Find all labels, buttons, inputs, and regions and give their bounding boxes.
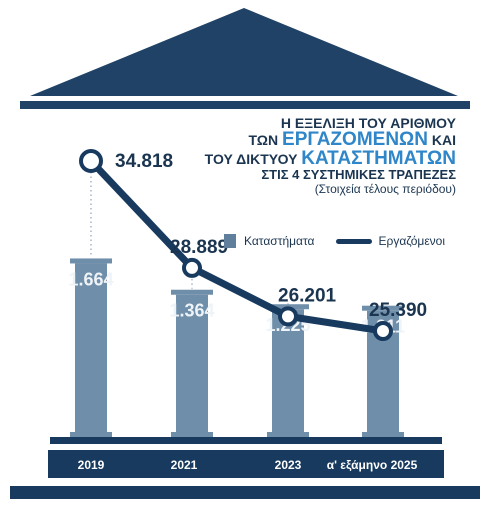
employees-value-label: 28.889 xyxy=(170,237,228,258)
column-capital xyxy=(362,305,404,311)
legend-line-swatch xyxy=(336,238,373,244)
column-foot xyxy=(362,432,404,437)
category-label: 2019 xyxy=(78,458,105,472)
column-foot xyxy=(267,432,309,437)
temple-architrave xyxy=(20,101,470,109)
bar-2023 xyxy=(272,309,304,432)
category-label: α' εξάμηνο 2025 xyxy=(327,458,418,472)
category-label: 2021 xyxy=(171,458,198,472)
legend-bar-swatch xyxy=(224,234,236,248)
temple-pediment xyxy=(30,8,458,96)
title-employees-highlight: ΕΡΓΑΖΟΜΕΝΩΝ xyxy=(282,129,428,150)
legend-bar-label: Καταστήματα xyxy=(244,234,315,248)
employees-point xyxy=(278,306,298,327)
legend-line-label: Εργαζόμενοι xyxy=(378,234,446,248)
employees-value-label: 25.390 xyxy=(369,300,427,321)
bar-2019 xyxy=(75,263,107,432)
temple-base-top xyxy=(50,437,442,444)
chart-legend: Καταστήματα Εργαζόμενοι xyxy=(224,234,445,248)
employees-point xyxy=(182,257,202,278)
title-line-4: ΣΤΙΣ 4 ΣΥΣΤΗΜΙΚΕΣ ΤΡΑΠΕΖΕΣ xyxy=(261,167,456,182)
temple-base-bottom xyxy=(10,486,480,499)
bar-2021 xyxy=(176,294,208,432)
employees-point xyxy=(79,149,103,173)
title-branches-highlight: ΚΑΤΑΣΤΗΜΑΤΩΝ xyxy=(301,148,456,169)
employees-value-label: 34.818 xyxy=(115,151,173,172)
employees-line xyxy=(87,157,387,335)
column-capital xyxy=(171,289,213,295)
employees-point xyxy=(373,321,393,341)
chart-title: Η ΕΞΕΛΙΞΗ ΤΟΥ ΑΡΙΘΜΟΥ ΤΩΝ ΕΡΓΑΖΟΜΕΝΩΝ ΚΑ… xyxy=(205,116,456,195)
bar-value-label: 1.364 xyxy=(169,301,214,321)
chart-subtitle: (Στοιχεία τέλους περιόδου) xyxy=(314,182,456,196)
column-foot xyxy=(70,432,112,437)
title-line-2-pre: ΤΩΝ xyxy=(248,132,283,148)
title-line-3-pre: ΤΟΥ ΔΙΚΤΥΟΥ xyxy=(204,151,302,167)
column-foot xyxy=(171,432,213,437)
title-line-2: ΤΩΝ ΕΡΓΑΖΟΜΕΝΩΝ ΚΑΙ xyxy=(205,130,456,149)
temple-base-band xyxy=(48,450,444,478)
column-capital xyxy=(70,258,112,264)
bar-value-label: 1.664 xyxy=(68,269,113,289)
title-line-1: Η ΕΞΕΛΙΞΗ ΤΟΥ ΑΡΙΘΜΟΥ xyxy=(280,115,456,131)
title-line-3: ΤΟΥ ΔΙΚΤΥΟΥ ΚΑΤΑΣΤΗΜΑΤΩΝ xyxy=(205,149,456,168)
category-label: 2023 xyxy=(275,458,302,472)
employees-value-label: 26.201 xyxy=(278,285,337,306)
title-line-2-post: ΚΑΙ xyxy=(428,132,456,148)
